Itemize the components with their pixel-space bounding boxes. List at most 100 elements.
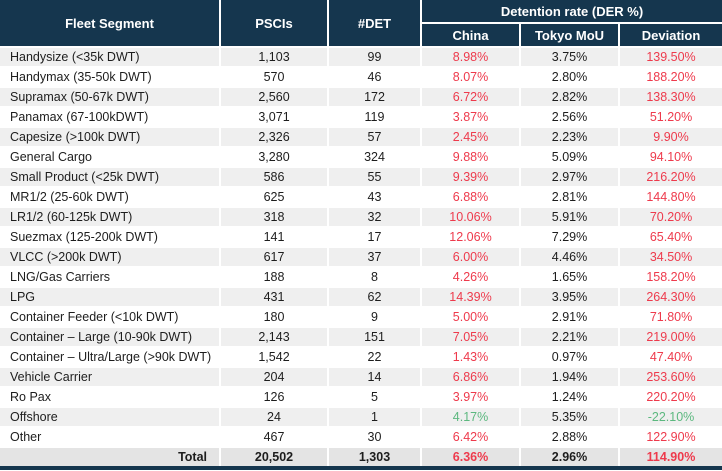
det-cell: 17	[328, 227, 422, 248]
table-row: Capesize (>100k DWT) 2,326 57 2.45% 2.23% 9.9…	[0, 127, 722, 148]
table-row: General Cargo 3,280 324 9.88% 5.09% 94.10%	[0, 147, 722, 168]
tokyo-der-cell: 5.35%	[520, 407, 620, 428]
total-pscis: 20,502	[220, 447, 329, 466]
fleet-segment-cell: Container – Large (10-90k DWT)	[0, 327, 221, 348]
table-row: VLCC (>200k DWT) 617 37 6.00% 4.46% 34.50%	[0, 247, 722, 268]
fleet-segment-cell: Panamax (67-100kDWT)	[0, 107, 221, 128]
china-der-cell: 8.98%	[421, 47, 521, 68]
pscis-cell: 467	[220, 427, 329, 448]
china-der-cell: 6.88%	[421, 187, 521, 208]
deviation-cell: 139.50%	[619, 47, 722, 68]
tokyo-der-cell: 2.80%	[520, 67, 620, 88]
fleet-segment-cell: Capesize (>100k DWT)	[0, 127, 221, 148]
pscis-cell: 586	[220, 167, 329, 188]
fleet-segment-cell: Offshore	[0, 407, 221, 428]
deviation-cell: 253.60%	[619, 367, 722, 388]
deviation-cell: 47.40%	[619, 347, 722, 368]
deviation-cell: 34.50%	[619, 247, 722, 268]
china-der-cell: 6.72%	[421, 87, 521, 108]
deviation-cell: 188.20%	[619, 67, 722, 88]
pscis-cell: 204	[220, 367, 329, 388]
det-cell: 172	[328, 87, 422, 108]
table-row: LNG/Gas Carriers 188 8 4.26% 1.65% 158.20%	[0, 267, 722, 288]
col-header-pscis: PSCIs	[220, 0, 329, 48]
pscis-cell: 431	[220, 287, 329, 308]
fleet-segment-cell: VLCC (>200k DWT)	[0, 247, 221, 268]
fleet-segment-cell: Handymax (35-50k DWT)	[0, 67, 221, 88]
col-header-fleet-segment: Fleet Segment	[0, 0, 221, 48]
deviation-cell: 220.20%	[619, 387, 722, 408]
tokyo-der-cell: 3.95%	[520, 287, 620, 308]
pscis-cell: 3,280	[220, 147, 329, 168]
deviation-cell: 138.30%	[619, 87, 722, 108]
table-row: Other 467 30 6.42% 2.88% 122.90%	[0, 427, 722, 448]
table-row: Offshore 24 1 4.17% 5.35% -22.10%	[0, 407, 722, 428]
det-cell: 99	[328, 47, 422, 68]
det-cell: 22	[328, 347, 422, 368]
tokyo-der-cell: 2.97%	[520, 167, 620, 188]
pscis-cell: 180	[220, 307, 329, 328]
deviation-cell: 144.80%	[619, 187, 722, 208]
tokyo-der-cell: 1.65%	[520, 267, 620, 288]
table-row: Container Feeder (<10k DWT) 180 9 5.00% 2.91…	[0, 307, 722, 328]
china-der-cell: 6.42%	[421, 427, 521, 448]
fleet-segment-cell: Ro Pax	[0, 387, 221, 408]
fleet-segment-cell: LPG	[0, 287, 221, 308]
tokyo-der-cell: 2.91%	[520, 307, 620, 328]
table-row: LR1/2 (60-125k DWT) 318 32 10.06% 5.91% 70.20…	[0, 207, 722, 228]
table-row: Vehicle Carrier 204 14 6.86% 1.94% 253.60%	[0, 367, 722, 388]
pscis-cell: 141	[220, 227, 329, 248]
pscis-cell: 1,103	[220, 47, 329, 68]
fleet-segment-cell: LNG/Gas Carriers	[0, 267, 221, 288]
fleet-segment-cell: LR1/2 (60-125k DWT)	[0, 207, 221, 228]
table-row: Handymax (35-50k DWT) 570 46 8.07% 2.80% 188.…	[0, 67, 722, 88]
pscis-cell: 3,071	[220, 107, 329, 128]
deviation-cell: 51.20%	[619, 107, 722, 128]
tokyo-der-cell: 1.94%	[520, 367, 620, 388]
pscis-cell: 126	[220, 387, 329, 408]
det-cell: 62	[328, 287, 422, 308]
det-cell: 1	[328, 407, 422, 428]
tokyo-der-cell: 2.21%	[520, 327, 620, 348]
china-der-cell: 4.26%	[421, 267, 521, 288]
china-der-cell: 1.43%	[421, 347, 521, 368]
det-cell: 37	[328, 247, 422, 268]
deviation-cell: 9.90%	[619, 127, 722, 148]
pscis-cell: 318	[220, 207, 329, 228]
table-footer: Total 20,502 1,303 6.36% 2.96% 114.90%	[0, 447, 722, 466]
fleet-segment-cell: General Cargo	[0, 147, 221, 168]
det-cell: 43	[328, 187, 422, 208]
table-row: Panamax (67-100kDWT) 3,071 119 3.87% 2.56% 51…	[0, 107, 722, 128]
tokyo-der-cell: 7.29%	[520, 227, 620, 248]
china-der-cell: 8.07%	[421, 67, 521, 88]
tokyo-der-cell: 5.91%	[520, 207, 620, 228]
tokyo-der-cell: 2.88%	[520, 427, 620, 448]
china-der-cell: 9.39%	[421, 167, 521, 188]
det-cell: 9	[328, 307, 422, 328]
deviation-cell: 264.30%	[619, 287, 722, 308]
total-china-der: 6.36%	[421, 447, 521, 466]
col-header-deviation: Deviation	[619, 23, 722, 48]
tokyo-der-cell: 2.23%	[520, 127, 620, 148]
tokyo-der-cell: 2.56%	[520, 107, 620, 128]
total-tokyo-der: 2.96%	[520, 447, 620, 466]
china-der-cell: 9.88%	[421, 147, 521, 168]
tokyo-der-cell: 4.46%	[520, 247, 620, 268]
table-row: Supramax (50-67k DWT) 2,560 172 6.72% 2.82% 1…	[0, 87, 722, 108]
total-row: Total 20,502 1,303 6.36% 2.96% 114.90%	[0, 447, 722, 466]
china-der-cell: 7.05%	[421, 327, 521, 348]
china-der-cell: 12.06%	[421, 227, 521, 248]
china-der-cell: 14.39%	[421, 287, 521, 308]
pscis-cell: 188	[220, 267, 329, 288]
det-cell: 5	[328, 387, 422, 408]
china-der-cell: 3.97%	[421, 387, 521, 408]
china-der-cell: 5.00%	[421, 307, 521, 328]
table-row: Handysize (<35k DWT) 1,103 99 8.98% 3.75% 139…	[0, 47, 722, 68]
table-row: LPG 431 62 14.39% 3.95% 264.30%	[0, 287, 722, 308]
det-cell: 324	[328, 147, 422, 168]
china-der-cell: 10.06%	[421, 207, 521, 228]
china-der-cell: 4.17%	[421, 407, 521, 428]
fleet-segment-cell: Suezmax (125-200k DWT)	[0, 227, 221, 248]
table-row: Suezmax (125-200k DWT) 141 17 12.06% 7.29% 65…	[0, 227, 722, 248]
